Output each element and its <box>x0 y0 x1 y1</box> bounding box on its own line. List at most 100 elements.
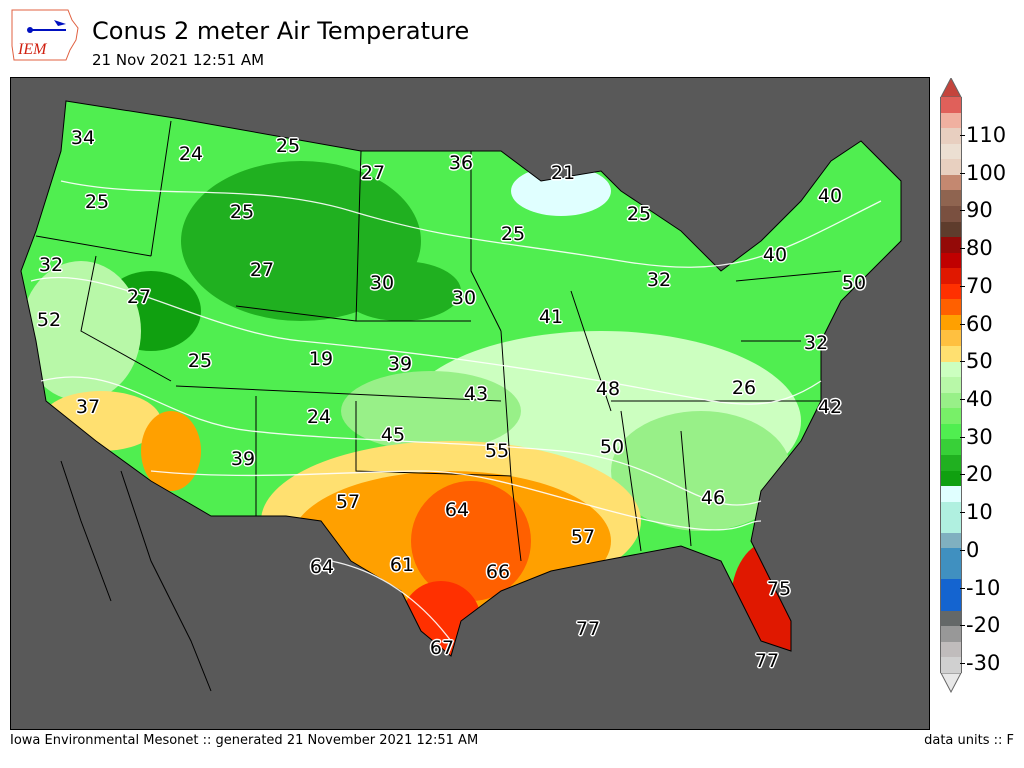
colorbar-tick: 0 <box>959 537 980 562</box>
colorbar-band <box>941 470 961 487</box>
temperature-label: 21 <box>550 162 576 184</box>
temperature-map: 34 24 25 27 36 21 25 25 25 27 25 40 32 27 30 30 41 32 40 50… <box>10 77 930 730</box>
temperature-label: 25 <box>500 223 526 245</box>
colorbar-tick: 100 <box>959 160 1007 185</box>
colorbar-band <box>941 548 961 564</box>
colorbar-band <box>941 439 961 455</box>
colorbar-band <box>941 159 961 175</box>
temperature-label: 43 <box>463 383 489 405</box>
colorbar-tick: 110 <box>959 123 1007 147</box>
temperature-label: 66 <box>485 561 511 583</box>
temperature-label: 48 <box>595 378 621 400</box>
colorbar-tick: 80 <box>960 236 993 261</box>
colorbar-band <box>941 579 961 595</box>
temperature-label: 61 <box>389 554 415 576</box>
temperature-label: 39 <box>387 353 413 375</box>
colorbar-band <box>941 112 961 129</box>
colorbar-band <box>941 408 961 424</box>
colorbar-band <box>941 268 961 284</box>
colorbar-band <box>941 392 961 409</box>
temperature-label: 27 <box>360 162 386 184</box>
colorbar-tick: -20 <box>959 613 1001 638</box>
temperature-label: 32 <box>646 269 672 291</box>
temperature-label: 50 <box>599 436 625 458</box>
page-title: Conus 2 meter Air Temperature <box>92 17 470 45</box>
temperature-label: 64 <box>444 499 470 521</box>
colorbar-band <box>941 143 961 160</box>
temperature-label: 26 <box>731 377 757 399</box>
colorbar-under-arrow <box>940 673 962 693</box>
colorbar-band <box>941 97 961 113</box>
colorbar-tick: 90 <box>960 198 993 223</box>
colorbar-band <box>941 252 961 269</box>
colorbar-band <box>941 610 961 627</box>
colorbar-band <box>941 283 961 300</box>
colorbar-tick: 70 <box>960 273 993 298</box>
colorbar-band <box>941 205 961 222</box>
temperature-label: 19 <box>308 348 334 370</box>
temperature-label: 55 <box>484 440 510 462</box>
temperature-label: 42 <box>817 396 843 418</box>
state-borders <box>20 100 902 692</box>
colorbar-tick: 50 <box>960 349 993 374</box>
temperature-label: 27 <box>126 286 152 308</box>
colorbar-band <box>941 237 961 253</box>
temperature-label: 32 <box>38 254 64 276</box>
colorbar-band <box>941 641 961 658</box>
temperature-label: 24 <box>178 143 204 165</box>
svg-text:IEM: IEM <box>17 41 48 58</box>
colorbar-tick: -30 <box>959 651 1001 675</box>
temperature-label: 75 <box>766 578 792 600</box>
temperature-label: 30 <box>369 272 395 294</box>
colorbar-band <box>941 377 961 393</box>
isotherms <box>30 180 882 642</box>
footer-units: data units :: F <box>924 733 1014 748</box>
temperature-label: 34 <box>70 127 96 149</box>
colorbar-band <box>941 330 961 346</box>
temperature-label: 77 <box>754 650 780 672</box>
colorbar-band <box>941 174 961 191</box>
temperature-label: 50 <box>841 272 867 294</box>
colorbar-tick: 40 <box>960 387 993 411</box>
colorbar-band <box>941 501 961 518</box>
temperature-label: 45 <box>380 424 406 446</box>
temperature-label: 40 <box>762 244 788 266</box>
colorbar-over-arrow <box>940 78 962 98</box>
colorbar-tick: 10 <box>960 500 993 525</box>
colorbar-band <box>941 595 961 611</box>
temperature-label: 41 <box>538 306 564 328</box>
colorbar-band <box>941 299 961 315</box>
temperature-label: 27 <box>249 259 275 281</box>
temperature-label: 57 <box>335 491 361 513</box>
colorbar-band <box>941 532 961 549</box>
temperature-label: 37 <box>75 396 101 418</box>
colorbar-band <box>941 454 961 471</box>
colorbar-tick: -10 <box>959 575 1001 600</box>
iem-logo: IEM <box>11 9 79 61</box>
colorbar-tick: 60 <box>960 311 993 336</box>
temperature-label: 52 <box>36 309 62 331</box>
temperature-label: 30 <box>451 287 477 309</box>
colorbar-tick: 20 <box>960 462 993 487</box>
colorbar-band <box>941 346 961 362</box>
map-canvas <box>20 100 902 692</box>
temperature-label: 40 <box>817 185 843 207</box>
temperature-label: 25 <box>626 203 652 225</box>
temperature-label: 46 <box>700 487 726 509</box>
temperature-label: 39 <box>230 448 256 470</box>
temperature-label: 25 <box>84 191 110 213</box>
temperature-label: 25 <box>275 135 301 157</box>
colorbar-bands <box>940 97 962 673</box>
page-subtitle: 21 Nov 2021 12:51 AM <box>92 51 265 69</box>
temperature-label: 77 <box>575 618 601 640</box>
colorbar-band <box>941 563 961 580</box>
temperature-label: 57 <box>570 526 596 548</box>
temperature-label: 36 <box>448 152 474 174</box>
temperature-label: 25 <box>187 350 213 372</box>
temperature-label: 24 <box>306 406 332 428</box>
colorbar-band <box>941 517 961 533</box>
colorbar-band <box>941 221 961 238</box>
temperature-label: 32 <box>803 332 829 354</box>
colorbar-band <box>941 361 961 378</box>
colorbar-band <box>941 128 961 144</box>
